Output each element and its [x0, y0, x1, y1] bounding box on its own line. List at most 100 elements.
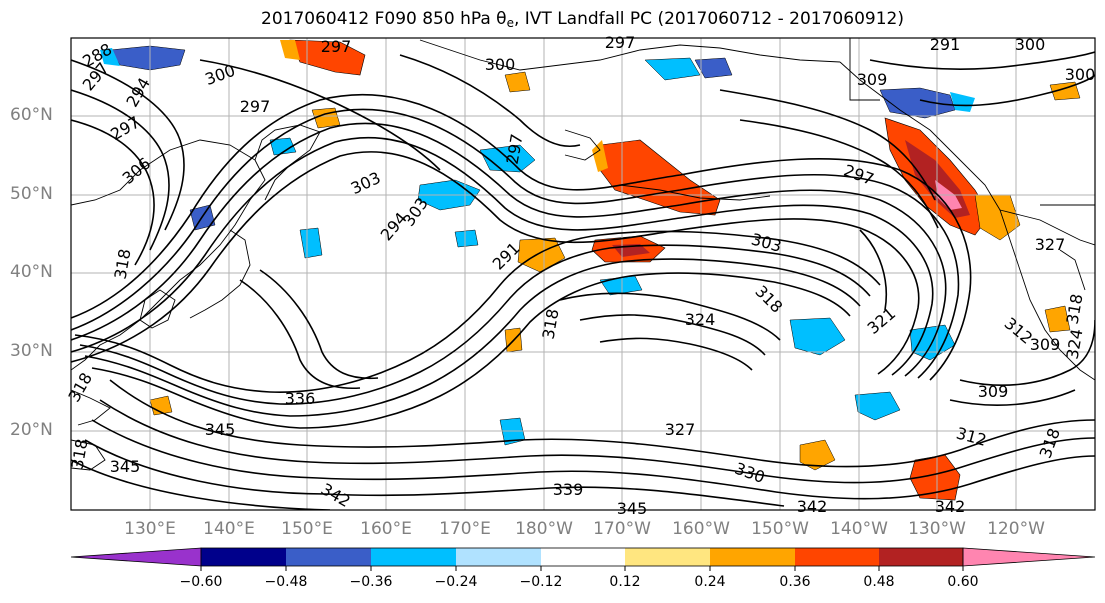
- lon-label: 150°W: [751, 519, 809, 539]
- contour-label: 309: [1030, 335, 1061, 354]
- contour-label: 300: [203, 61, 238, 89]
- shade-warm-small-2: [504, 71, 531, 93]
- shade-cold-small-4: [454, 229, 479, 248]
- colorbar-tick-label: −0.24: [434, 574, 478, 590]
- contour-label: 318: [68, 437, 92, 470]
- colorbar: [70, 547, 1096, 571]
- lat-label: 60°N: [10, 105, 53, 125]
- shade-cold-small-6: [299, 227, 323, 259]
- contour-label: 342: [935, 497, 966, 516]
- contour-label: 345: [205, 420, 236, 439]
- contour-label: 345: [110, 457, 141, 476]
- colorbar-segment: [795, 548, 879, 566]
- contour-label: 312: [954, 424, 988, 450]
- colorbar-segment: [70, 547, 202, 567]
- colorbar-frame: [200, 547, 964, 567]
- lon-label: 170°W: [593, 519, 651, 539]
- shade-warm-north: [289, 39, 366, 76]
- contour-label: 324: [1063, 327, 1087, 360]
- contour-label: 318: [539, 307, 563, 340]
- shade-warm-southeast: [799, 439, 836, 471]
- shade-warm-small-6: [1044, 305, 1071, 333]
- contour-label: 327: [665, 420, 696, 439]
- shade-cold-south: [854, 391, 901, 421]
- lat-label: 40°N: [10, 262, 53, 282]
- colorbar-segment: [456, 548, 541, 566]
- contour-label: 300: [1015, 35, 1046, 54]
- contour-label: 291: [489, 239, 524, 274]
- colorbar-tick-label: −0.48: [264, 574, 308, 590]
- colorbar-segment: [710, 548, 795, 566]
- colorbar-ticks: [200, 566, 964, 571]
- contour-label: 294: [122, 74, 154, 110]
- colorbar-segment: [625, 548, 710, 566]
- shade-cold-west-north: [109, 45, 186, 71]
- contour-label: 327: [1035, 235, 1066, 254]
- shade-cold-small-5: [269, 137, 297, 156]
- contour-label: 300: [1065, 65, 1096, 84]
- colorbar-segment: [879, 548, 963, 566]
- colorbar-tick-label: 0.12: [609, 574, 641, 590]
- lon-label: 140°W: [830, 519, 888, 539]
- contour-label: 291: [930, 35, 961, 54]
- figure-title: 2017060412 F090 850 hPa θe, IVT Landfall…: [261, 9, 904, 30]
- coastlines: [71, 38, 1095, 471]
- lon-label: 130°W: [908, 519, 966, 539]
- lon-label: 120°W: [987, 519, 1045, 539]
- contour-label: 336: [285, 389, 316, 408]
- colorbar-segment: [201, 548, 286, 566]
- lon-label: 150°E: [281, 519, 333, 539]
- contour-label: 297: [107, 112, 143, 144]
- shade-cold-west-north-edge: [100, 48, 120, 66]
- colorbar-segment: [286, 548, 371, 566]
- contour-label: 309: [857, 70, 888, 89]
- contour-label: 330: [732, 459, 767, 487]
- colorbar-tick-label: 0.60: [947, 574, 979, 590]
- lat-label: 30°N: [10, 341, 53, 361]
- lon-label: 140°E: [203, 519, 255, 539]
- lat-label: 50°N: [10, 184, 53, 204]
- theta-e-contours: [71, 51, 1095, 510]
- shade-warm-jet-west: [517, 237, 566, 273]
- lon-label: 160°E: [360, 519, 412, 539]
- shade-cold-small-1: [644, 57, 701, 81]
- contour-label: 321: [864, 304, 900, 338]
- colorbar-tick-label: −0.36: [349, 574, 393, 590]
- contour-label: 339: [553, 480, 584, 499]
- contour-label: 303: [348, 168, 384, 198]
- lat-label: 20°N: [10, 420, 53, 440]
- colorbar-tick-label: 0.24: [694, 574, 726, 590]
- lon-label: 130°E: [124, 519, 176, 539]
- colorbar-segment: [371, 548, 456, 566]
- contour-label: 318: [64, 369, 96, 405]
- shade-cold-small-3: [599, 275, 643, 296]
- colorbar-tick-label: 0.48: [863, 574, 895, 590]
- contour-label: 297: [321, 37, 352, 56]
- shade-warm-coast: [974, 194, 1021, 241]
- map-frame: [70, 37, 1096, 511]
- shade-cold-mid: [789, 317, 846, 356]
- contour-label: 300: [485, 55, 516, 74]
- contour-label: 297: [605, 33, 636, 52]
- lon-label: 180°W: [515, 519, 573, 539]
- colorbar-tick-label: −0.12: [519, 574, 563, 590]
- contour-label: 318: [751, 282, 786, 317]
- colorbar-tick-label: −0.60: [179, 574, 223, 590]
- map-grid: [71, 38, 1095, 510]
- contour-label: 303: [749, 230, 783, 256]
- contour-label: 297: [240, 97, 271, 116]
- shade-warm-bering-edge: [592, 140, 608, 172]
- colorbar-segment: [962, 547, 1096, 567]
- contour-label: 306: [119, 154, 155, 188]
- lon-label: 160°W: [672, 519, 730, 539]
- shade-warm-north-edge: [280, 40, 300, 60]
- colorbar-segment: [541, 548, 625, 566]
- colorbar-tick-label: 0.36: [779, 574, 811, 590]
- contour-label: 309: [978, 382, 1009, 401]
- contour-label: 345: [617, 499, 648, 518]
- contour-label: 297: [841, 161, 876, 189]
- contour-label: 318: [111, 247, 135, 280]
- lon-label: 170°E: [439, 519, 491, 539]
- contour-label: 324: [685, 310, 716, 329]
